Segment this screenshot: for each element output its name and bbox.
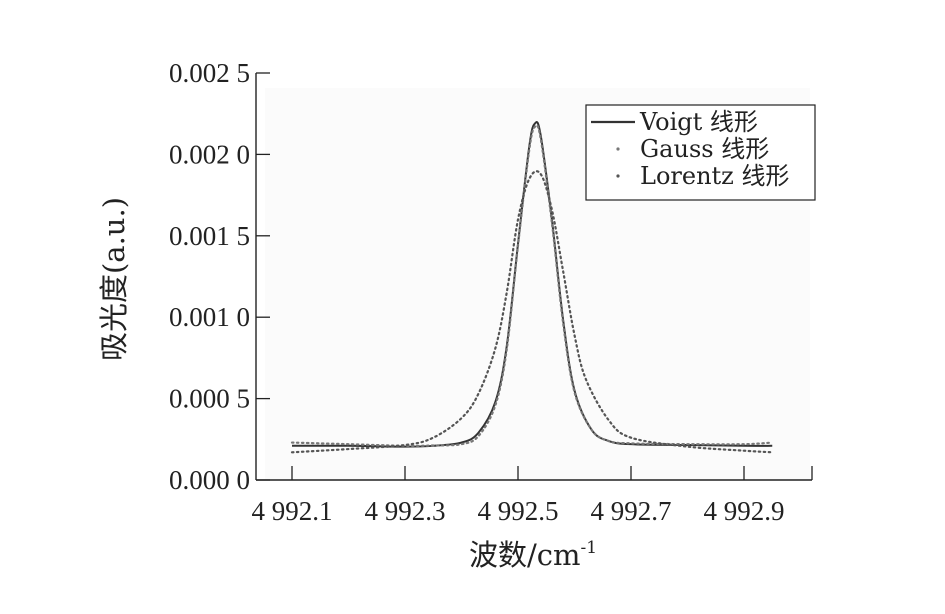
series-line-lorentz — [290, 170, 774, 454]
legend-marker-lorentz — [616, 174, 620, 178]
x-tick-label: 4 992.3 — [365, 496, 446, 526]
x-tick-label: 4 992.9 — [704, 496, 785, 526]
y-tick-label: 0.002 5 — [169, 58, 250, 88]
x-axis-title-superscript: -1 — [580, 538, 597, 558]
legend-marker-gauss — [616, 147, 620, 151]
x-axis-title: 波数/cm-1 — [469, 538, 597, 572]
axes — [255, 72, 813, 481]
series-group — [290, 121, 774, 454]
legend-label-gauss: Gauss 线形 — [640, 135, 769, 163]
y-tick-label: 0.000 5 — [169, 384, 250, 414]
x-axis-title-text: 波数/cm — [469, 538, 581, 572]
x-tick-label: 4 992.7 — [591, 496, 672, 526]
y-tick-label: 0.001 0 — [169, 302, 250, 332]
legend-box — [585, 104, 816, 201]
legend-label-lorentz: Lorentz 线形 — [640, 162, 789, 190]
series-line-gauss — [290, 124, 774, 447]
tick-labels: 0.000 0 0.000 5 0.001 0 0.001 5 0.002 0 0.002… — [169, 58, 785, 526]
y-axis-title: 吸光度(a.u.) — [97, 197, 131, 361]
legend-label-voigt: Voigt 线形 — [639, 108, 758, 136]
y-tick-label: 0.001 5 — [169, 221, 250, 251]
x-tick-label: 4 992.5 — [478, 496, 559, 526]
x-tick-label: 4 992.1 — [252, 496, 333, 526]
y-tick-label: 0.002 0 — [169, 139, 250, 169]
y-tick-label: 0.000 0 — [169, 465, 250, 495]
